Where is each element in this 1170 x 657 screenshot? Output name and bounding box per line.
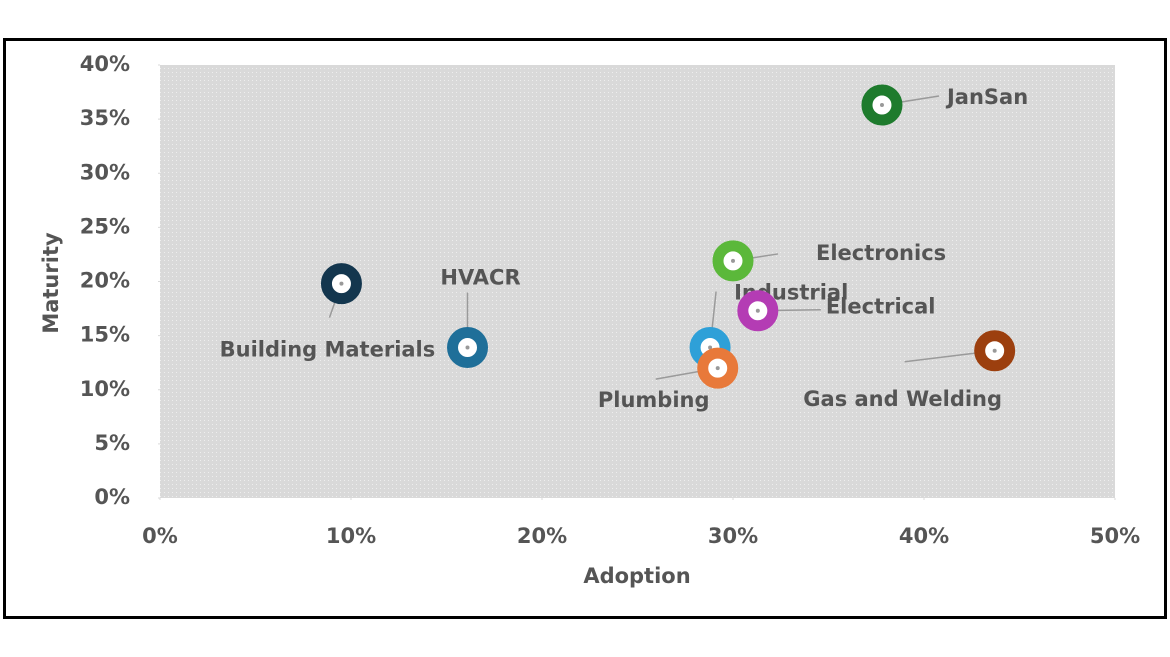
point-center <box>465 345 470 350</box>
x-tick-label: 30% <box>708 524 758 548</box>
plot-area <box>160 65 1115 498</box>
data-label: Building Materials <box>220 338 436 362</box>
x-tick-label: 40% <box>899 524 949 548</box>
data-label: Electronics <box>816 241 946 265</box>
y-tick-label: 10% <box>80 377 130 401</box>
data-label: Plumbing <box>598 388 710 412</box>
point-center <box>715 366 720 371</box>
x-tick-label: 50% <box>1090 524 1140 548</box>
data-label: Gas and Welding <box>803 387 1002 411</box>
y-tick-label: 40% <box>80 52 130 76</box>
y-tick-label: 15% <box>80 323 130 347</box>
point-center <box>339 281 344 286</box>
point-center <box>708 345 713 350</box>
x-axis-title: Adoption <box>583 564 690 588</box>
point-center <box>731 258 735 263</box>
y-tick-label: 25% <box>80 214 130 238</box>
point-center <box>879 103 884 108</box>
y-tick-label: 30% <box>80 160 130 184</box>
y-axis-title: Maturity <box>39 232 63 334</box>
x-tick-label: 0% <box>142 524 178 548</box>
point-center <box>755 308 760 313</box>
y-tick-label: 5% <box>94 431 130 455</box>
y-tick-label: 0% <box>94 485 130 509</box>
x-tick-label: 10% <box>326 524 376 548</box>
point-center <box>992 348 997 353</box>
data-label: Electrical <box>826 295 936 319</box>
y-tick-label: 20% <box>80 269 130 293</box>
x-tick-label: 20% <box>517 524 567 548</box>
data-label: HVACR <box>440 266 520 290</box>
y-tick-label: 35% <box>80 106 130 130</box>
data-label: JanSan <box>945 85 1028 109</box>
